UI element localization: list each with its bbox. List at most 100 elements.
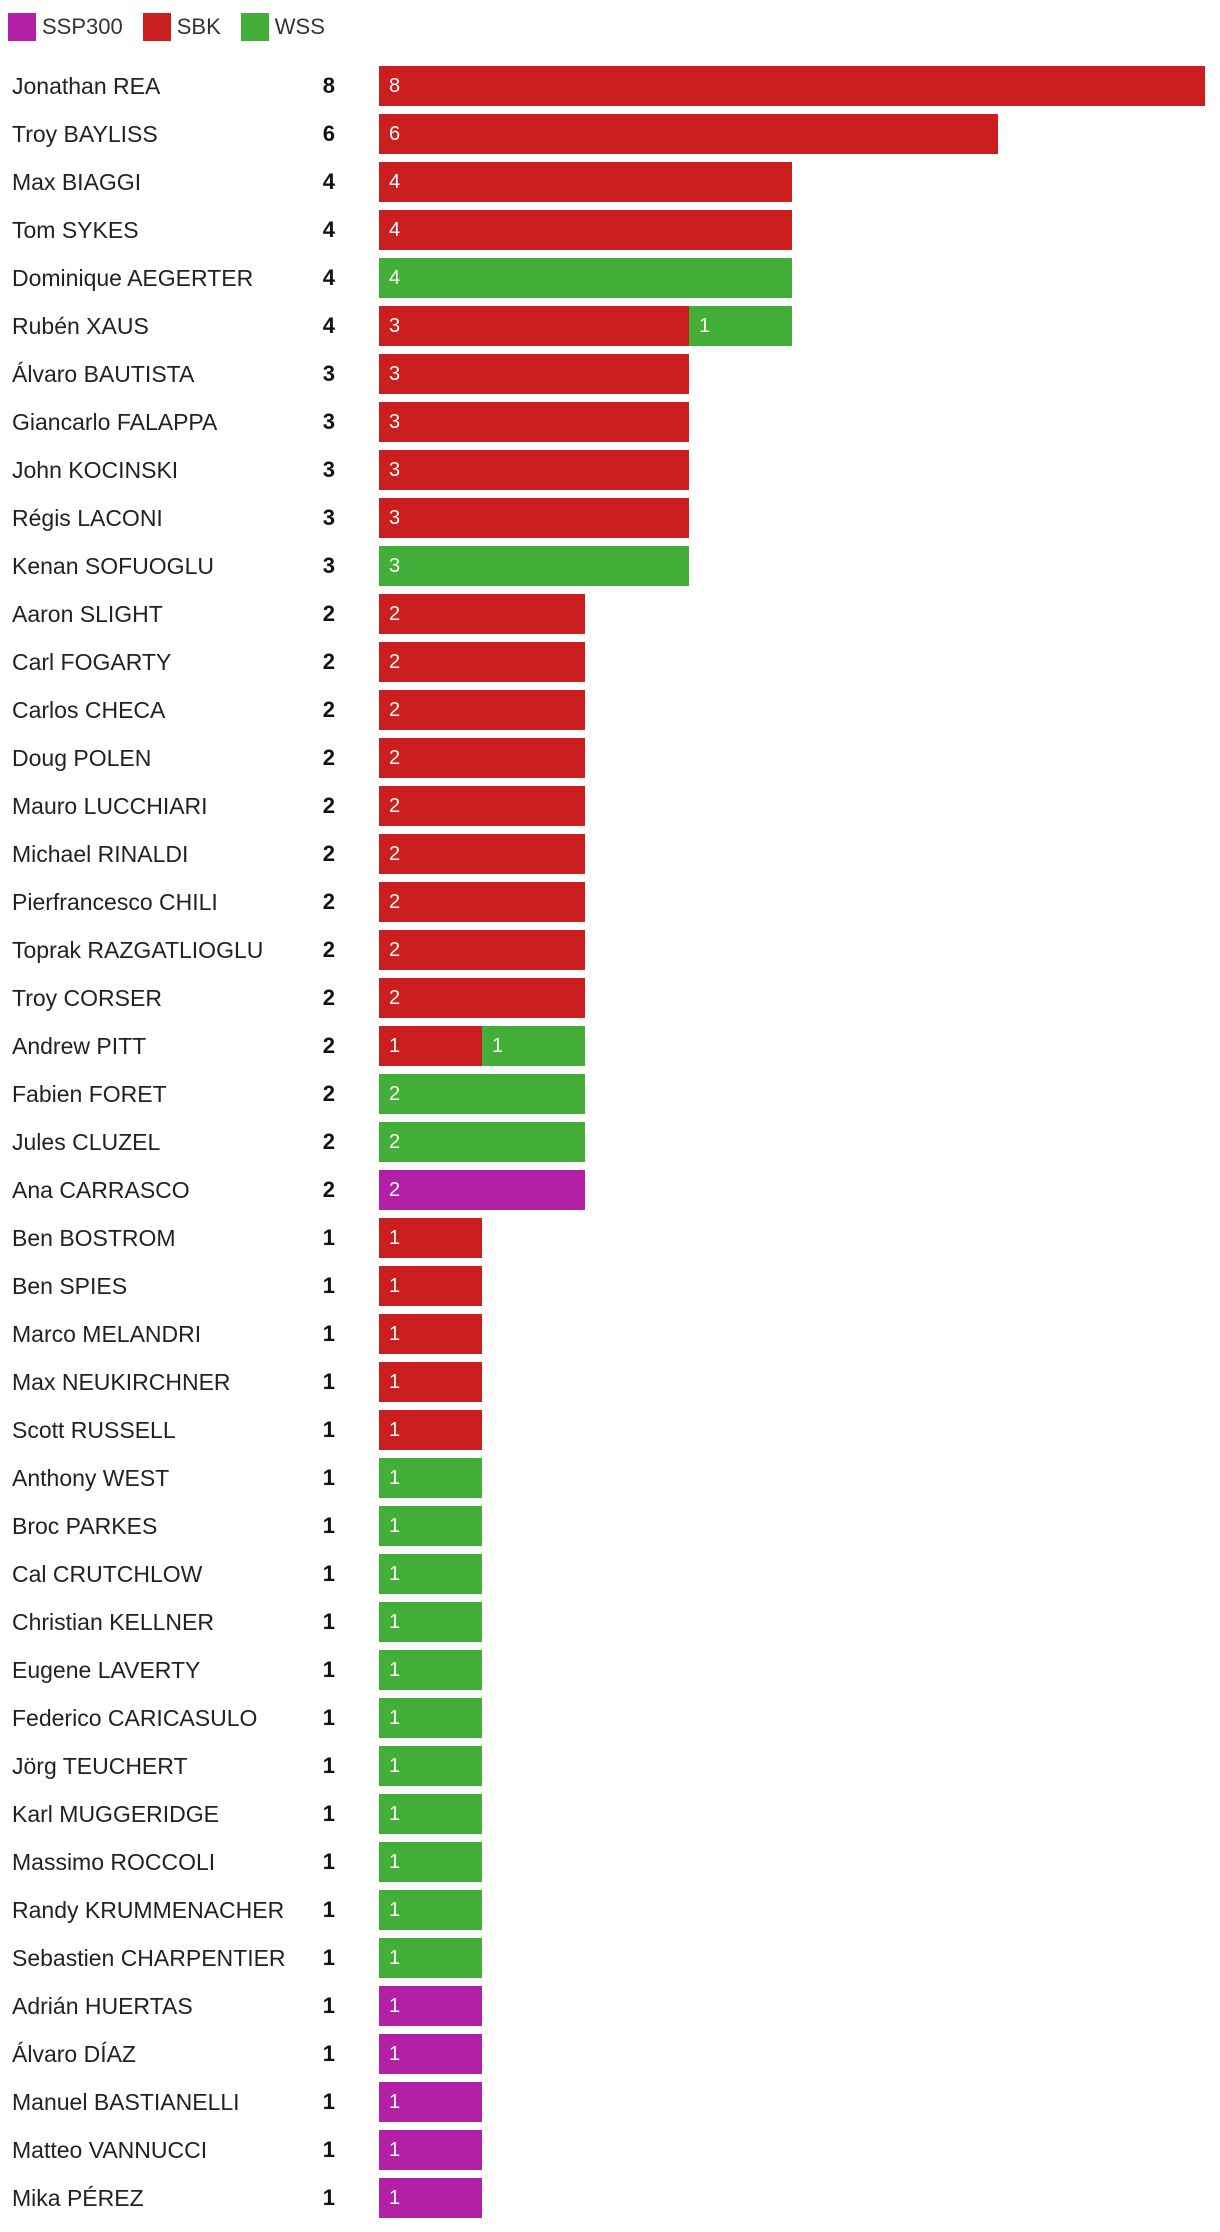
- bar-stack: 2: [379, 1074, 585, 1114]
- chart-row: Marco MELANDRI 1 1: [0, 1314, 1220, 1362]
- total-label: 1: [322, 1705, 335, 1730]
- chart-row: Matteo VANNUCCI 1 1: [0, 2130, 1220, 2178]
- bar-segment-wss: 1: [379, 1506, 482, 1546]
- bar-segment-wss: 1: [482, 1026, 585, 1066]
- bar-stack: 3: [379, 402, 689, 442]
- chart-row: Troy BAYLISS 6 6: [0, 114, 1220, 162]
- legend-item-wss: WSS: [240, 13, 325, 41]
- rider-name: Giancarlo FALAPPA: [12, 409, 218, 435]
- total-label: 2: [322, 745, 335, 770]
- bar-stack: 4: [379, 258, 792, 298]
- bar-stack: 2: [379, 1170, 585, 1210]
- rider-name: Álvaro BAUTISTA: [12, 361, 195, 387]
- rider-name: Anthony WEST: [12, 1465, 170, 1491]
- rider-name: Michael RINALDI: [12, 841, 189, 867]
- total-label: 2: [322, 1129, 335, 1154]
- legend-label: SSP300: [42, 14, 123, 39]
- bar-segment-sbk: 2: [379, 690, 585, 730]
- total-label: 2: [322, 649, 335, 674]
- bar-segment-sbk: 6: [379, 114, 998, 154]
- bar-stack: 1: [379, 1410, 482, 1450]
- bar-stack: 1: [379, 1746, 482, 1786]
- bar-segment-ssp300: 1: [379, 2034, 482, 2074]
- bar-stack: 1: [379, 1554, 482, 1594]
- bar-segment-sbk: 3: [379, 354, 689, 394]
- total-label: 4: [322, 217, 335, 242]
- bar-stack: 1: [379, 1218, 482, 1258]
- chart-row: Pierfrancesco CHILI 2 2: [0, 882, 1220, 930]
- rider-name: Doug POLEN: [12, 745, 152, 771]
- bar-segment-ssp300: 1: [379, 1986, 482, 2026]
- total-label: 2: [322, 601, 335, 626]
- rider-name: Mika PÉREZ: [12, 2185, 144, 2211]
- bar-segment-sbk: 2: [379, 642, 585, 682]
- bar-segment-wss: 1: [379, 1602, 482, 1642]
- rider-name: Mauro LUCCHIARI: [12, 793, 208, 819]
- rider-name: Jules CLUZEL: [12, 1129, 161, 1155]
- chart-row: Fabien FORET 2 2: [0, 1074, 1220, 1122]
- bar-segment-ssp300: 2: [379, 1170, 585, 1210]
- chart-row: Doug POLEN 2 2: [0, 738, 1220, 786]
- chart-row: Jules CLUZEL 2 2: [0, 1122, 1220, 1170]
- total-label: 1: [322, 1417, 335, 1442]
- bar-stack: 2: [379, 1122, 585, 1162]
- total-label: 4: [322, 265, 335, 290]
- chart-row: Troy CORSER 2 2: [0, 978, 1220, 1026]
- rider-name: Cal CRUTCHLOW: [12, 1561, 203, 1587]
- total-label: 1: [322, 2185, 335, 2210]
- chart-row: Randy KRUMMENACHER 1 1: [0, 1890, 1220, 1938]
- bar-stack: 1: [379, 1938, 482, 1978]
- bar-stack: 2: [379, 642, 585, 682]
- total-label: 1: [322, 1945, 335, 1970]
- rider-name: Ben BOSTROM: [12, 1225, 176, 1251]
- bar-stack: 3: [379, 354, 689, 394]
- bar-stack: 1: [379, 1986, 482, 2026]
- rider-name: Federico CARICASULO: [12, 1705, 258, 1731]
- total-label: 1: [322, 1657, 335, 1682]
- bar-stack: 1: [379, 1314, 482, 1354]
- chart-row: Giancarlo FALAPPA 3 3: [0, 402, 1220, 450]
- bar-stack: 2: [379, 786, 585, 826]
- chart-row: Álvaro BAUTISTA 3 3: [0, 354, 1220, 402]
- bar-stack: 3: [379, 498, 689, 538]
- total-label: 4: [322, 313, 335, 338]
- bar-segment-sbk: 1: [379, 1218, 482, 1258]
- bar-segment-sbk: 2: [379, 738, 585, 778]
- chart-legend: SSP300 SBK WSS: [8, 12, 345, 42]
- stacked-bar-chart: Jonathan REA 8 8 Troy BAYLISS 6 6 Max BIAGGI 4 4…: [0, 66, 1220, 2226]
- rider-name: Dominique AEGERTER: [12, 265, 254, 291]
- total-label: 2: [322, 985, 335, 1010]
- rider-name: Sebastien CHARPENTIER: [12, 1945, 286, 1971]
- rider-name: Ana CARRASCO: [12, 1177, 190, 1203]
- rider-name: Randy KRUMMENACHER: [12, 1897, 285, 1923]
- total-label: 6: [322, 121, 335, 146]
- bar-segment-sbk: 2: [379, 834, 585, 874]
- legend-item-ssp300: SSP300: [8, 13, 123, 41]
- chart-row: Jörg TEUCHERT 1 1: [0, 1746, 1220, 1794]
- bar-stack: 1: [379, 2130, 482, 2170]
- bar-stack: 2: [379, 594, 585, 634]
- bar-segment-wss: 1: [379, 1458, 482, 1498]
- bar-segment-wss: 1: [379, 1746, 482, 1786]
- bar-stack: 2: [379, 930, 585, 970]
- chart-row: Scott RUSSELL 1 1: [0, 1410, 1220, 1458]
- legend-label: SBK: [176, 14, 221, 39]
- chart-row: Carl FOGARTY 2 2: [0, 642, 1220, 690]
- rider-name: Christian KELLNER: [12, 1609, 214, 1635]
- bar-segment-sbk: 2: [379, 594, 585, 634]
- total-label: 1: [322, 1225, 335, 1250]
- chart-row: Andrew PITT 2 1 1: [0, 1026, 1220, 1074]
- total-label: 1: [322, 1753, 335, 1778]
- rider-name: Massimo ROCCOLI: [12, 1849, 216, 1875]
- rider-name: Adrián HUERTAS: [12, 1993, 193, 2019]
- bar-segment-sbk: 1: [379, 1266, 482, 1306]
- total-label: 3: [322, 361, 335, 386]
- total-label: 1: [322, 1513, 335, 1538]
- bar-stack: 8: [379, 66, 1205, 106]
- bar-stack: 1: [379, 1458, 482, 1498]
- chart-row: Cal CRUTCHLOW 1 1: [0, 1554, 1220, 1602]
- rider-name: Jonathan REA: [12, 73, 161, 99]
- total-label: 1: [322, 1321, 335, 1346]
- total-label: 2: [322, 1033, 335, 1058]
